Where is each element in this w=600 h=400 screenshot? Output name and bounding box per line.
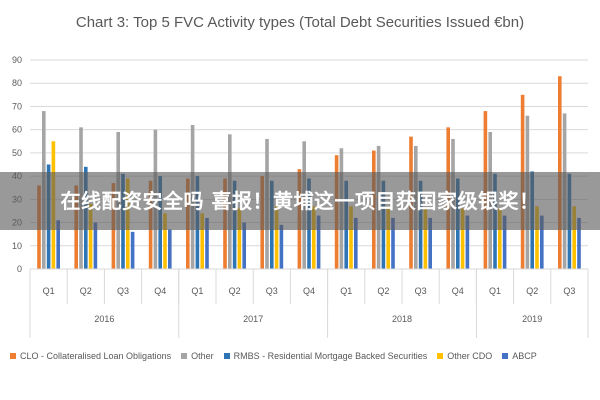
bar [168, 229, 172, 269]
x-group-label: 2018 [392, 314, 412, 324]
legend-label: RMBS - Residential Mortgage Backed Secur… [233, 351, 428, 361]
bar [386, 206, 390, 269]
bar [130, 231, 135, 269]
bar [88, 203, 93, 269]
bar [316, 215, 321, 269]
legend-label: Other CDO [447, 351, 493, 361]
x-tick-label: Q3 [117, 286, 129, 296]
y-tick-label: 10 [12, 241, 22, 251]
bar [540, 215, 544, 269]
bar [56, 220, 60, 269]
bar [498, 208, 502, 269]
x-tick-label: Q2 [229, 286, 241, 296]
legend-swatch [181, 353, 188, 359]
legend-label: CLO - Collateralised Loan Obligations [20, 351, 172, 361]
legend-label: ABCP [512, 351, 537, 361]
x-tick-label: Q2 [80, 286, 92, 296]
legend-item: Other CDO [437, 351, 492, 361]
bar [163, 213, 167, 269]
x-tick-label: Q4 [303, 286, 315, 296]
bar [391, 217, 395, 269]
legend-item: Other [181, 351, 214, 361]
bar [279, 224, 284, 269]
y-tick-label: 50 [12, 148, 22, 158]
bar [200, 213, 204, 269]
bar [349, 206, 353, 269]
x-tick-label: Q3 [415, 286, 427, 296]
overlay-banner: 在线配资安全吗 喜报！黄埔这一项目获国家级银奖！ [0, 172, 600, 230]
bar [93, 222, 98, 269]
bar [502, 215, 507, 269]
bar [465, 215, 470, 269]
bar [423, 208, 428, 269]
legend-swatch [502, 353, 509, 359]
bar [354, 217, 358, 269]
bar [535, 206, 539, 269]
x-group-label: 2019 [522, 314, 542, 324]
x-tick-label: Q4 [154, 286, 166, 296]
legend: CLO - Collateralised Loan Obligations Oth… [10, 351, 595, 361]
legend-label: Other [191, 351, 214, 361]
legend-item: CLO - Collateralised Loan Obligations [10, 351, 171, 361]
x-axis: Q1 Q2 Q3 Q4 2016 Q1 Q2 Q3 Q4 2017 Q1 Q2 Q3 Q4 2018 Q1 Q2… [29, 268, 589, 338]
bar [274, 206, 279, 269]
x-tick-label: Q3 [266, 286, 278, 296]
chart-title: Chart 3: Top 5 FVC Activity types (Total… [75, 14, 525, 31]
bar [312, 206, 316, 269]
y-tick-label: 70 [12, 101, 22, 111]
x-tick-label: Q4 [452, 286, 464, 296]
overlay-banner-text: 在线配资安全吗 喜报！黄埔这一项目获国家级银奖！ [60, 189, 540, 213]
x-group-label: 2017 [243, 314, 263, 324]
x-tick-label: Q1 [340, 286, 352, 296]
legend-swatch [10, 353, 16, 359]
bar [572, 206, 576, 269]
x-tick-label: Q3 [563, 286, 575, 296]
legend-swatch [437, 353, 444, 359]
y-tick-label: 80 [12, 78, 22, 88]
x-group-label: 2016 [94, 314, 114, 324]
legend-swatch [223, 353, 230, 359]
x-tick-label: Q1 [191, 286, 203, 296]
bar [577, 217, 581, 269]
y-tick-label: 0 [17, 264, 22, 274]
bar [460, 208, 465, 269]
bar [428, 217, 432, 269]
bar [205, 217, 209, 269]
y-axis-tick-labels: 0102030405060708090 [12, 55, 22, 274]
y-tick-label: 60 [12, 125, 22, 135]
legend-item: RMBS - Residential Mortgage Backed Secur… [223, 351, 428, 361]
x-tick-label: Q1 [489, 286, 501, 296]
bar [237, 208, 242, 269]
x-tick-label: Q2 [526, 286, 538, 296]
legend-item: ABCP [502, 351, 537, 361]
bar [242, 222, 246, 269]
x-tick-label: Q1 [43, 286, 55, 296]
x-tick-label: Q2 [377, 286, 389, 296]
y-tick-label: 90 [12, 55, 22, 65]
